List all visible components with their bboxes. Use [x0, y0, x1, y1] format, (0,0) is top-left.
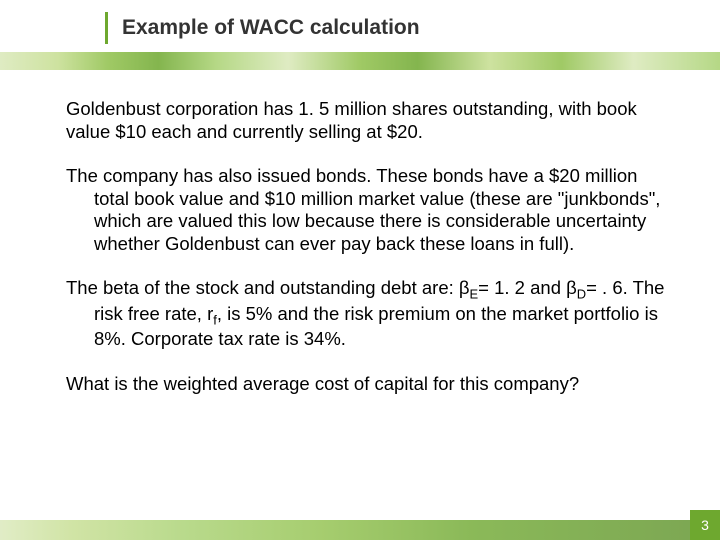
footer-banner-strip — [0, 520, 720, 540]
p3-text-b: = 1. 2 and β — [478, 277, 577, 298]
slide-header: Example of WACC calculation — [0, 0, 720, 80]
p3-sub-d: D — [577, 287, 586, 302]
slide-title: Example of WACC calculation — [122, 16, 420, 40]
p3-text-a: The beta of the stock and outstanding de… — [66, 277, 470, 298]
title-accent-bar — [105, 12, 108, 44]
paragraph-2: The company has also issued bonds. These… — [38, 165, 670, 255]
p3-sub-e: E — [470, 287, 479, 302]
paragraph-4: What is the weighted average cost of cap… — [38, 373, 670, 396]
title-wrap: Example of WACC calculation — [0, 12, 720, 44]
paragraph-3: The beta of the stock and outstanding de… — [38, 277, 670, 351]
header-banner-strip — [0, 52, 720, 70]
paragraph-1: Goldenbust corporation has 1. 5 million … — [38, 98, 670, 143]
slide-content: Goldenbust corporation has 1. 5 million … — [0, 80, 720, 395]
page-number-badge: 3 — [690, 510, 720, 540]
page-number: 3 — [701, 517, 709, 533]
